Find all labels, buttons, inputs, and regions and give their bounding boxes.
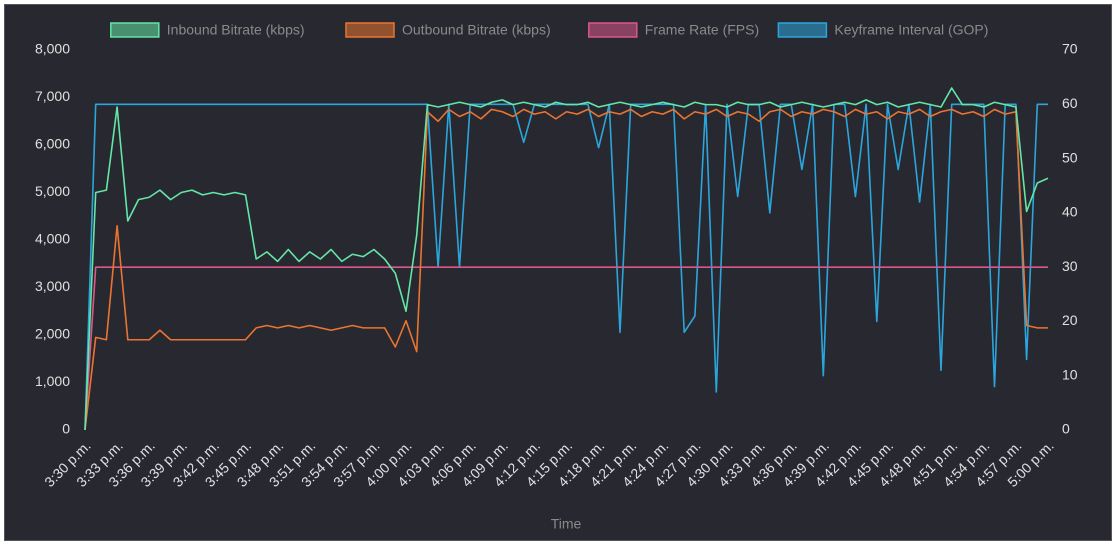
y-tick-label: 6,000: [35, 136, 70, 152]
y2-tick-label: 10: [1062, 366, 1078, 382]
y2-tick-label: 50: [1062, 149, 1078, 165]
y-tick-label: 5,000: [35, 183, 70, 199]
y-tick-label: 4,000: [35, 231, 70, 247]
y-tick-label: 7,000: [35, 88, 70, 104]
legend-swatch: [345, 22, 395, 38]
y2-tick-label: 40: [1062, 204, 1078, 220]
y-tick-label: 2,000: [35, 326, 70, 342]
legend-label: Inbound Bitrate (kbps): [167, 22, 305, 38]
series-line: [84, 266, 1048, 431]
legend-label: Outbound Bitrate (kbps): [402, 22, 551, 38]
y-tick-label: 0: [62, 421, 70, 437]
legend-label: Frame Rate (FPS): [645, 22, 759, 38]
chart-panel: [4, 4, 1112, 541]
x-axis-title: Time: [551, 516, 582, 532]
y-tick-label: 8,000: [35, 41, 70, 57]
y-tick-label: 3,000: [35, 278, 70, 294]
y2-tick-label: 70: [1062, 41, 1078, 57]
y-tick-label: 1,000: [35, 373, 70, 389]
y2-tick-label: 30: [1062, 258, 1078, 274]
legend-label: Keyframe Interval (GOP): [834, 22, 988, 38]
legend-swatch: [777, 22, 828, 38]
y2-tick-label: 0: [1062, 421, 1070, 437]
series-line: [84, 108, 1048, 431]
y2-tick-label: 20: [1062, 312, 1078, 328]
legend-swatch: [110, 22, 160, 38]
legend-swatch: [588, 22, 638, 38]
y2-tick-label: 60: [1062, 95, 1078, 111]
series-line: [84, 87, 1049, 431]
